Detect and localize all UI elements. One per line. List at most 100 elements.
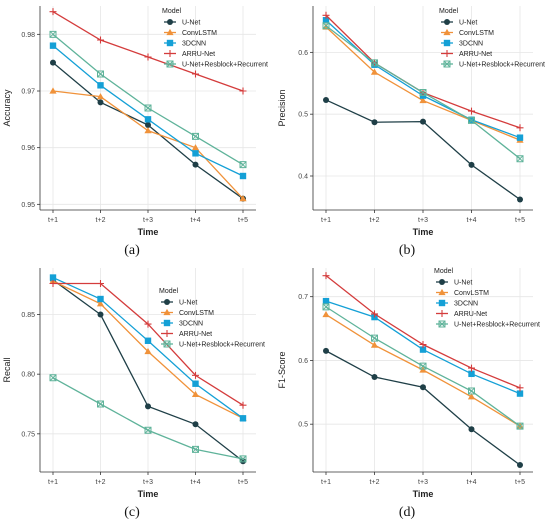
series-3dcnn [49, 42, 247, 180]
legend-label: ARRU-Net [454, 311, 487, 318]
data-point [192, 161, 199, 168]
legend-key [436, 299, 448, 307]
legend-key [436, 310, 448, 317]
data-point [49, 30, 57, 38]
x-tick-label: t+3 [143, 479, 153, 486]
legend-label: U-Net+Resblock+Recurrent [454, 322, 540, 329]
data-point [191, 390, 200, 398]
data-point [97, 36, 104, 44]
data-point [322, 11, 330, 19]
data-point [49, 280, 57, 288]
data-point [97, 280, 104, 288]
data-point [97, 295, 104, 303]
data-point [420, 384, 426, 391]
chart-panel-precision: t+1 t+2 t+3 t+4 t+5 0.4 0.5 0.6 Time Precision Mod… [277, 6, 545, 237]
legend-label: ConvLSTM [179, 310, 214, 317]
data-point [97, 99, 104, 106]
y-tick-label: 0.5 [298, 422, 308, 429]
data-point [144, 53, 152, 61]
legend-label: U-Net [182, 20, 200, 27]
data-point [145, 403, 151, 410]
data-point [467, 393, 476, 400]
data-point [192, 445, 199, 453]
legend-label: U-Net+Resblock+Recurrent [179, 342, 265, 349]
legend-key [164, 28, 176, 36]
series-u-net-resblock-recurrent [49, 30, 247, 169]
y-tick-label: 0.95 [21, 202, 35, 209]
legend-key [441, 60, 453, 68]
legend-label: ARRU-Net [182, 51, 215, 58]
data-point [145, 122, 151, 128]
data-point [322, 297, 330, 305]
data-point [144, 337, 152, 344]
y-axis-title: F1-Score [277, 351, 287, 388]
legend-title: Model [162, 8, 182, 15]
x-tick-label: t+4 [191, 217, 201, 224]
data-point [97, 70, 104, 78]
data-point [371, 59, 378, 67]
legend-title: Model [434, 268, 454, 275]
panel-caption-b: (b) [398, 243, 416, 258]
legend-label: U-Net+Resblock+Recurrent [459, 62, 545, 69]
y-tick-label: 0.85 [21, 312, 35, 319]
data-point [96, 93, 105, 100]
data-point [322, 303, 330, 311]
data-point [192, 380, 199, 387]
x-tick-label: t+5 [238, 217, 248, 224]
legend-key [161, 319, 173, 327]
data-point [144, 116, 152, 123]
data-point [419, 96, 427, 104]
legend-key [436, 279, 448, 285]
data-point [322, 272, 330, 280]
x-tick-label: t+3 [418, 217, 428, 224]
data-point [419, 89, 427, 97]
legend-label: U-Net [179, 300, 197, 307]
data-point [468, 426, 475, 433]
data-point [517, 461, 523, 468]
data-point [239, 455, 247, 463]
series-arru-net [322, 272, 524, 392]
data-point [239, 87, 247, 95]
data-point [516, 155, 524, 163]
y-tick-label: 0.5 [298, 112, 308, 119]
legend-title: Model [439, 8, 459, 15]
x-tick-label: t+2 [96, 217, 106, 224]
series-3dcnn [49, 274, 247, 422]
legend-label: ConvLSTM [459, 30, 494, 37]
data-point [468, 364, 475, 372]
series-arru-net [49, 8, 247, 95]
legend-title: Model [159, 288, 179, 295]
legend-label: U-Net [459, 20, 477, 27]
x-tick-label: t+4 [467, 479, 477, 486]
y-tick-label: 0.6 [298, 50, 308, 57]
data-point [49, 374, 57, 382]
x-tick-label: t+3 [143, 217, 153, 224]
legend-key [441, 19, 453, 25]
data-point [97, 82, 104, 89]
data-point [49, 274, 57, 281]
x-tick-label: t+1 [321, 217, 331, 224]
data-point [50, 59, 56, 66]
series-u-net-resblock-recurrent [322, 22, 524, 163]
data-point [323, 347, 329, 354]
data-point [192, 421, 199, 428]
data-point [468, 387, 475, 395]
x-tick-label: t+2 [370, 479, 380, 486]
data-point [516, 134, 524, 141]
series-u-net-resblock-recurrent [322, 303, 524, 430]
y-axis-title: Accuracy [2, 89, 12, 127]
data-point [419, 346, 427, 353]
data-point [322, 310, 330, 318]
data-point [49, 87, 57, 94]
x-tick-label: t+2 [370, 217, 380, 224]
data-point [239, 195, 247, 202]
data-point [192, 371, 199, 379]
legend-label: 3DCNN [179, 321, 203, 328]
data-point [516, 384, 524, 392]
y-axis-title: Precision [277, 89, 287, 126]
x-tick-label: t+1 [48, 217, 58, 224]
data-point [192, 150, 199, 157]
